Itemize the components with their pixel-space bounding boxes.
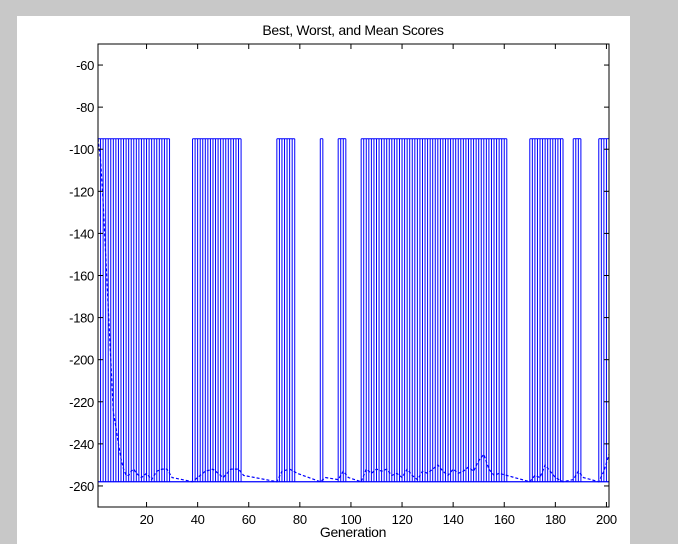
x-tick-label-100: 100 [341, 512, 362, 527]
x-axis-label: Generation [320, 524, 386, 540]
x-tick-label-20: 20 [140, 512, 154, 527]
x-tick-label-180: 180 [545, 512, 566, 527]
data-marks [97, 138, 610, 483]
plot-area [98, 44, 609, 507]
chart-area: Best, Worst, and Mean Scores Generation … [69, 22, 617, 540]
x-tick-label-40: 40 [191, 512, 205, 527]
y-tick-label--180: -180 [69, 311, 94, 326]
y-tick-label--140: -140 [69, 226, 94, 241]
x-tick-label-80: 80 [293, 512, 307, 527]
x-tick-label-140: 140 [443, 512, 464, 527]
y-tick-label--100: -100 [69, 142, 94, 157]
y-tick-label--200: -200 [69, 353, 94, 368]
y-tick-label--60: -60 [76, 58, 94, 73]
figure-window: Best, Worst, and Mean Scores Generation … [17, 16, 630, 544]
y-tick-label--220: -220 [69, 395, 94, 410]
x-tick-label-200: 200 [596, 512, 617, 527]
x-tick-label-160: 160 [494, 512, 515, 527]
x-tick-label-60: 60 [242, 512, 256, 527]
mean-score-line [97, 138, 610, 483]
axes: 20 40 60 80 100 120 140 160 180 200 -60 -80 -100 -120… [69, 43, 617, 527]
y-tick-label--80: -80 [76, 100, 94, 115]
x-tick-label-120: 120 [392, 512, 413, 527]
y-tick-label--260: -260 [69, 479, 94, 494]
y-tick-label--160: -160 [69, 269, 94, 284]
y-tick-label--240: -240 [69, 437, 94, 452]
chart-title: Best, Worst, and Mean Scores [262, 22, 444, 38]
y-tick-label--120: -120 [69, 184, 94, 199]
